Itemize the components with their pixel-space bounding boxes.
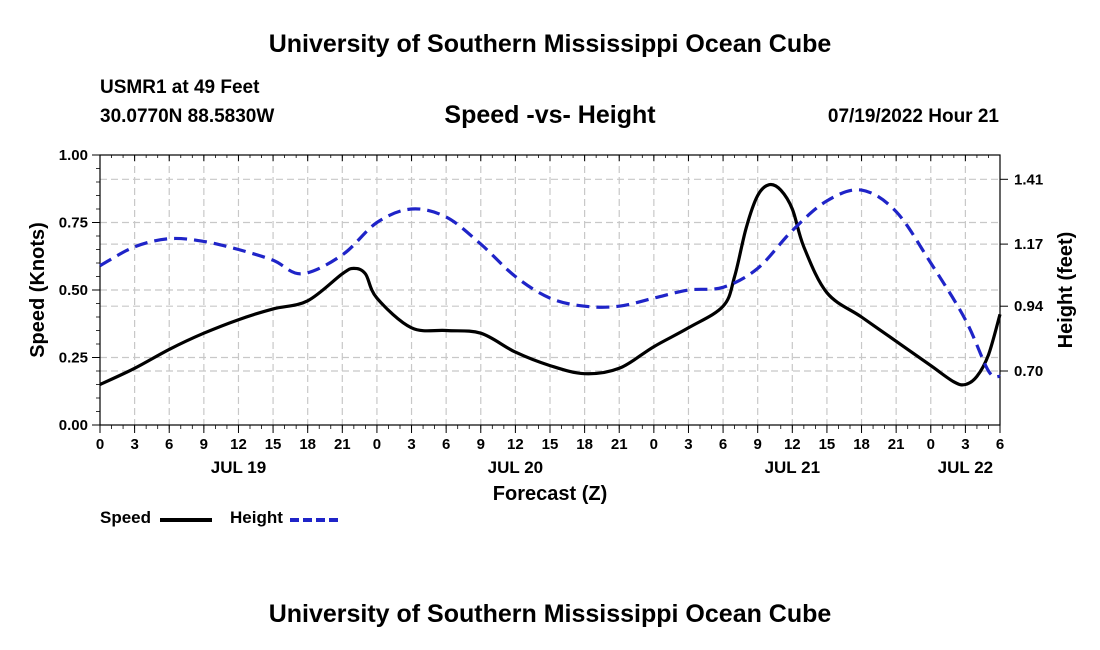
station-label: USMR1 at 49 Feet xyxy=(100,77,260,98)
x-tick-label: 3 xyxy=(130,436,138,453)
x-tick-label: 15 xyxy=(265,436,282,453)
x-tick-label: 0 xyxy=(96,436,104,453)
y2-tick-label: 0.70 xyxy=(1014,363,1043,380)
legend-height-swatch xyxy=(290,518,342,522)
x-tick-label: 12 xyxy=(784,436,801,453)
y-tick-label: 0.25 xyxy=(59,350,88,367)
x-tick-label: 9 xyxy=(200,436,208,453)
grid-lines xyxy=(100,155,1000,425)
x-tick-label: 12 xyxy=(230,436,247,453)
x-tick-label: 6 xyxy=(442,436,450,453)
x-tick-label: 9 xyxy=(477,436,485,453)
x-tick-label: 12 xyxy=(507,436,524,453)
x-tick-label: 6 xyxy=(719,436,727,453)
y-tick-label: 0.50 xyxy=(59,282,88,299)
station-coordinates: 30.0770N 88.5830W xyxy=(100,106,275,127)
footer-title: University of Southern Mississippi Ocean… xyxy=(268,600,832,628)
legend-speed-swatch xyxy=(160,518,212,522)
x-tick-label: 3 xyxy=(961,436,969,453)
x-tick-label: 0 xyxy=(373,436,381,453)
x-tick-label: 18 xyxy=(299,436,316,453)
x-tick-label: 0 xyxy=(650,436,658,453)
date-label: JUL 22 xyxy=(938,458,993,477)
x-tick-label: 3 xyxy=(684,436,692,453)
x-tick-label: 18 xyxy=(576,436,593,453)
x-tick-label: 15 xyxy=(819,436,836,453)
x-axis-label: Forecast (Z) xyxy=(493,483,607,505)
x-tick-label: 9 xyxy=(754,436,762,453)
x-tick-label: 21 xyxy=(334,436,351,453)
speed-height-chart: 0 3 6 9 12 15 18 21 0 3 6 9 12 15 18 21 0 3 6 9 12 15 18 21 0 3 6 0… xyxy=(27,147,1077,505)
forecast-datetime: 07/19/2022 Hour 21 xyxy=(827,106,999,127)
y2-tick-label: 1.41 xyxy=(1014,171,1043,188)
y-tick-label: 1.00 xyxy=(59,147,88,164)
y-tick-label: 0.75 xyxy=(59,215,88,232)
series-lines xyxy=(99,182,1002,387)
legend-height-label: Height xyxy=(230,508,283,527)
x-tick-label: 18 xyxy=(853,436,870,453)
page-title: University of Southern Mississippi Ocean… xyxy=(268,30,832,58)
date-label: JUL 21 xyxy=(765,458,820,477)
y2-tick-label: 1.17 xyxy=(1014,236,1043,253)
axes: 0 3 6 9 12 15 18 21 0 3 6 9 12 15 18 21 0 3 6 9 12 15 18 21 0 3 6 0… xyxy=(59,147,1044,477)
x-tick-label: 3 xyxy=(407,436,415,453)
x-tick-label: 6 xyxy=(996,436,1004,453)
chart-title: Speed -vs- Height xyxy=(444,101,656,129)
x-tick-label: 21 xyxy=(611,436,628,453)
y-axis-label: Speed (Knots) xyxy=(27,222,49,358)
y2-tick-label: 0.94 xyxy=(1014,298,1044,315)
x-tick-label: 21 xyxy=(888,436,905,453)
y2-axis-label: Height (feet) xyxy=(1055,232,1077,349)
series-line-speed xyxy=(99,182,1002,387)
series-line-height xyxy=(99,188,1001,379)
x-tick-label: 0 xyxy=(927,436,935,453)
date-label: JUL 20 xyxy=(488,458,543,477)
legend-speed-label: Speed xyxy=(100,508,152,527)
x-tick-label: 6 xyxy=(165,436,173,453)
y-tick-label: 0.00 xyxy=(59,417,88,434)
x-tick-label: 15 xyxy=(542,436,559,453)
date-label: JUL 19 xyxy=(211,458,266,477)
